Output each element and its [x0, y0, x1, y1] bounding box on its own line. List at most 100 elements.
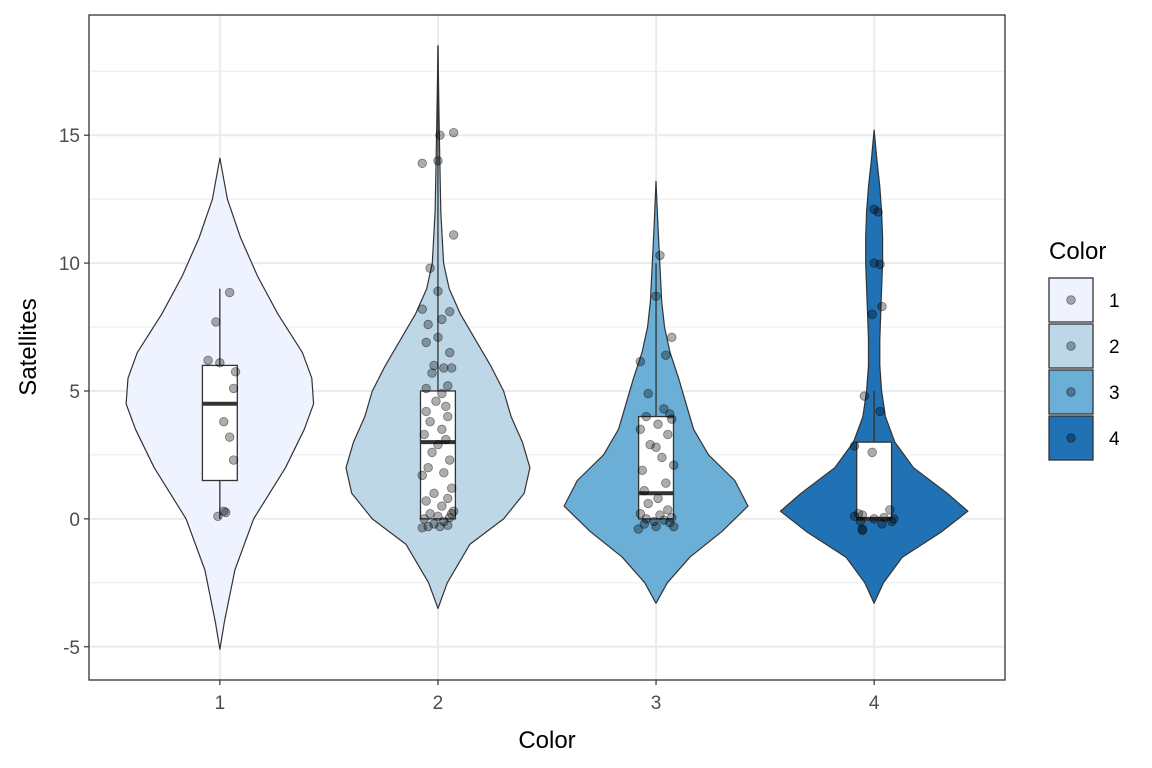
data-point [433, 286, 443, 296]
data-point [421, 337, 431, 348]
data-point [665, 409, 675, 419]
data-point [443, 411, 453, 422]
data-point [439, 363, 449, 373]
legend-key-point [1066, 387, 1076, 397]
data-point [859, 391, 870, 401]
y-tick-label: 10 [59, 254, 80, 275]
data-point [867, 447, 877, 458]
data-point [651, 291, 661, 302]
data-point [667, 332, 677, 342]
data-point [437, 388, 447, 399]
data-point [869, 258, 879, 268]
data-point [417, 523, 427, 533]
legend-key-4 [1048, 415, 1094, 461]
data-point [431, 396, 441, 406]
data-point [219, 506, 229, 516]
x-tick-label: 2 [433, 693, 444, 714]
data-point [857, 510, 868, 520]
data-point [425, 416, 435, 427]
legend-key-3 [1048, 369, 1094, 415]
data-point [877, 519, 887, 529]
data-point [653, 493, 663, 504]
legend-key-point [1066, 295, 1076, 305]
legend-keys: 1 2 3 4 [1048, 277, 1120, 461]
data-point [435, 521, 445, 532]
legend-title: Color [1049, 238, 1106, 265]
axes: -5 0 5 10 15 1 2 3 4 [59, 126, 880, 714]
data-point [443, 381, 453, 391]
data-point [224, 287, 235, 298]
data-point [867, 309, 877, 319]
data-point [661, 478, 671, 488]
data-point [441, 401, 451, 412]
data-point [877, 301, 887, 312]
data-point [875, 406, 885, 417]
data-point [667, 512, 677, 523]
data-point [429, 360, 439, 371]
data-point [653, 419, 663, 429]
data-point [425, 263, 435, 273]
data-point [448, 230, 459, 240]
data-point [423, 521, 433, 532]
data-point [885, 505, 895, 515]
data-point [445, 455, 455, 465]
legend: Color 1 2 3 4 [1048, 238, 1120, 461]
data-point [419, 514, 429, 524]
data-point [849, 441, 860, 451]
data-point [425, 509, 435, 519]
data-point [437, 314, 447, 325]
data-point [645, 439, 655, 450]
data-point [443, 493, 453, 504]
data-point [421, 406, 431, 417]
data-point [433, 511, 443, 522]
boxplots [201, 45, 893, 521]
data-point [213, 511, 223, 522]
data-point [641, 514, 651, 524]
panel-border [88, 14, 1006, 681]
data-point [211, 317, 221, 327]
data-point [637, 465, 648, 475]
data-point [869, 204, 879, 215]
data-point [445, 347, 455, 358]
x-tick-label: 1 [215, 693, 226, 714]
panel-frame [88, 14, 1006, 681]
data-point [437, 424, 447, 435]
data-point [643, 388, 653, 399]
legend-label-2: 2 [1109, 337, 1120, 358]
data-point [421, 496, 431, 506]
data-point [429, 488, 439, 498]
data-point [869, 514, 879, 524]
data-point [665, 518, 675, 528]
data-point [651, 442, 661, 452]
data-point [433, 332, 443, 342]
data-point [659, 404, 669, 414]
data-point [667, 414, 677, 424]
legend-key-point [1066, 341, 1076, 351]
data-point [655, 510, 665, 520]
data-point [435, 130, 445, 140]
legend-key-2 [1048, 323, 1094, 369]
data-point [855, 516, 866, 527]
violin-4 [779, 129, 969, 604]
data-point [228, 455, 239, 465]
y-tick-label: 15 [59, 126, 80, 147]
data-point [857, 524, 868, 534]
data-point [663, 429, 673, 440]
data-point [433, 439, 443, 450]
data-point [849, 511, 860, 522]
data-point [635, 424, 646, 435]
data-point [635, 356, 646, 367]
data-point [445, 306, 455, 317]
data-point [448, 506, 459, 516]
data-point [421, 383, 431, 394]
data-point [889, 514, 899, 524]
legend-key-point [1066, 433, 1076, 443]
x-tick-label: 3 [651, 693, 662, 714]
data-point [224, 432, 235, 442]
y-axis-title: Satellites [15, 298, 42, 395]
data-point [875, 259, 885, 270]
data-point [441, 434, 451, 445]
y-tick-label: 0 [69, 510, 80, 531]
data-point [423, 319, 433, 330]
